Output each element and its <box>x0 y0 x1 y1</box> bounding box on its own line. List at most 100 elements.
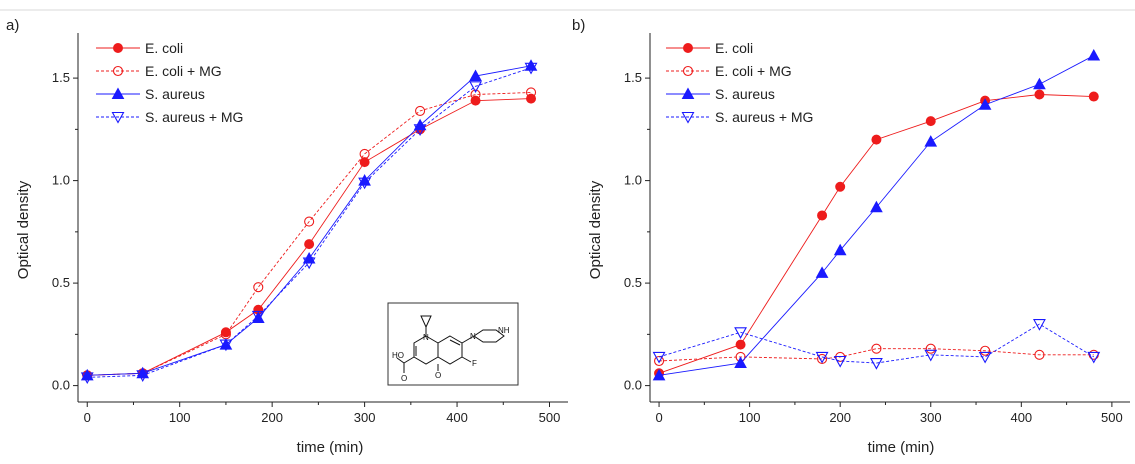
inset-frame <box>387 302 519 386</box>
atom-nh: NH <box>498 326 510 335</box>
data-point-b-2 <box>652 368 666 381</box>
data-point-b-3 <box>833 355 847 368</box>
data-point-b-0 <box>835 181 846 192</box>
y-axis-title-a: Optical density <box>15 180 32 279</box>
data-point-b-0 <box>871 134 882 145</box>
data-point-b-2 <box>870 200 883 213</box>
legend-marker-a-2 <box>111 87 125 99</box>
data-point-a-2 <box>469 69 482 82</box>
data-point-a-3 <box>80 372 94 385</box>
atom-ho: HO <box>392 351 404 360</box>
x-tick-label-b: 200 <box>829 410 851 425</box>
legend-label-a-1: E. coli + MG <box>145 63 222 79</box>
x-tick-label-b: 500 <box>1101 410 1123 425</box>
data-point-a-3 <box>219 339 233 352</box>
data-point-b-3 <box>815 351 829 364</box>
x-tick-label-a: 0 <box>84 410 91 425</box>
molecule-structure-inset: N NH N HO O O F <box>387 302 519 386</box>
legend-marker-b-0 <box>683 43 693 53</box>
legend-marker-b-3 <box>681 111 695 124</box>
data-point-a-3 <box>469 81 482 93</box>
data-point-b-0 <box>735 339 746 350</box>
y-tick-label-a: 1.5 <box>52 70 70 85</box>
atom-o1: O <box>401 374 407 383</box>
data-point-b-3 <box>1033 319 1046 331</box>
legend-marker-b-2 <box>681 87 695 99</box>
legend-marker-a-3 <box>111 111 125 124</box>
y-tick-label-b: 1.5 <box>624 70 642 85</box>
x-tick-label-a: 200 <box>261 410 283 425</box>
series-line-a-1 <box>87 92 532 376</box>
data-point-b-2 <box>833 243 847 256</box>
x-tick-label-a: 300 <box>354 410 376 425</box>
x-axis-title-a: time (min) <box>297 439 364 456</box>
data-point-b-3 <box>1087 351 1101 364</box>
data-point-b-0 <box>1088 91 1099 102</box>
legend-marker-b-1 <box>682 65 694 77</box>
series-line-b-3 <box>658 323 1095 364</box>
data-point-b-2 <box>978 98 992 110</box>
data-point-a-1 <box>470 89 481 100</box>
data-point-b-0 <box>1034 89 1045 100</box>
data-point-b-2 <box>734 356 747 369</box>
data-point-b-1 <box>871 343 882 354</box>
y-tick-label-a: 0.0 <box>52 378 70 393</box>
legend-label-a-3: S. aureus + MG <box>145 109 243 125</box>
data-point-b-0 <box>817 210 828 221</box>
x-tick-label-a: 500 <box>539 410 561 425</box>
atom-o2: O <box>435 371 441 380</box>
x-tick-label-a: 100 <box>169 410 191 425</box>
x-tick-label-b: 100 <box>739 410 761 425</box>
data-point-b-2 <box>924 135 938 147</box>
legend-label-b-0: E. coli <box>715 40 753 56</box>
data-point-a-3 <box>251 310 265 323</box>
data-point-b-1 <box>925 343 936 354</box>
series-line-b-2 <box>658 55 1094 376</box>
legend-label-a-0: E. coli <box>145 40 183 56</box>
chart-panel-b: b) Optical density time (min) 0 100 200 300… <box>572 17 1130 456</box>
panel-label-b: b) <box>572 17 585 34</box>
chart-panel-a: a) Optical density time (min) 0 100 200 300… <box>6 17 568 456</box>
y-tick-label-b: 1.0 <box>624 173 642 188</box>
data-point-b-1 <box>980 345 991 356</box>
data-point-b-3 <box>652 351 666 364</box>
data-point-a-1 <box>253 282 264 293</box>
data-point-a-1 <box>415 105 426 116</box>
data-point-a-3 <box>524 62 538 75</box>
x-tick-label-b: 300 <box>920 410 942 425</box>
data-point-a-1 <box>220 329 231 340</box>
data-point-b-2 <box>1033 77 1046 90</box>
y-tick-label-b: 0.0 <box>624 378 642 393</box>
y-axis-title-b: Optical density <box>587 180 604 279</box>
data-point-a-1 <box>525 87 537 98</box>
x-tick-label-a: 400 <box>446 410 468 425</box>
data-point-b-1 <box>1034 349 1045 360</box>
data-point-b-3 <box>869 357 883 370</box>
legend-label-b-1: E. coli + MG <box>715 63 792 79</box>
data-point-a-1 <box>359 148 370 159</box>
legend-label-b-3: S. aureus + MG <box>715 109 813 125</box>
atom-n1: N <box>423 333 429 342</box>
data-point-b-3 <box>978 351 992 364</box>
legend-marker-a-0 <box>113 43 123 53</box>
legend-label-b-2: S. aureus <box>715 86 775 102</box>
legend-marker-a-1 <box>112 65 124 77</box>
y-tick-label-a: 1.0 <box>52 173 70 188</box>
x-axis-title-b: time (min) <box>868 439 935 456</box>
data-point-b-2 <box>815 266 829 278</box>
data-point-b-0 <box>925 116 936 127</box>
atom-f: F <box>472 359 477 368</box>
x-tick-label-b: 0 <box>655 410 662 425</box>
data-point-a-0 <box>359 157 370 168</box>
data-point-a-3 <box>413 124 427 136</box>
data-point-a-1 <box>304 216 315 227</box>
data-point-a-0 <box>304 239 315 250</box>
y-tick-label-b: 0.5 <box>624 275 642 290</box>
series-line-a-3 <box>87 67 532 378</box>
atom-n2: N <box>470 332 476 341</box>
data-point-b-1 <box>654 355 665 367</box>
data-point-b-2 <box>1087 49 1101 61</box>
data-point-b-3 <box>734 327 747 339</box>
panel-label-a: a) <box>6 17 19 34</box>
